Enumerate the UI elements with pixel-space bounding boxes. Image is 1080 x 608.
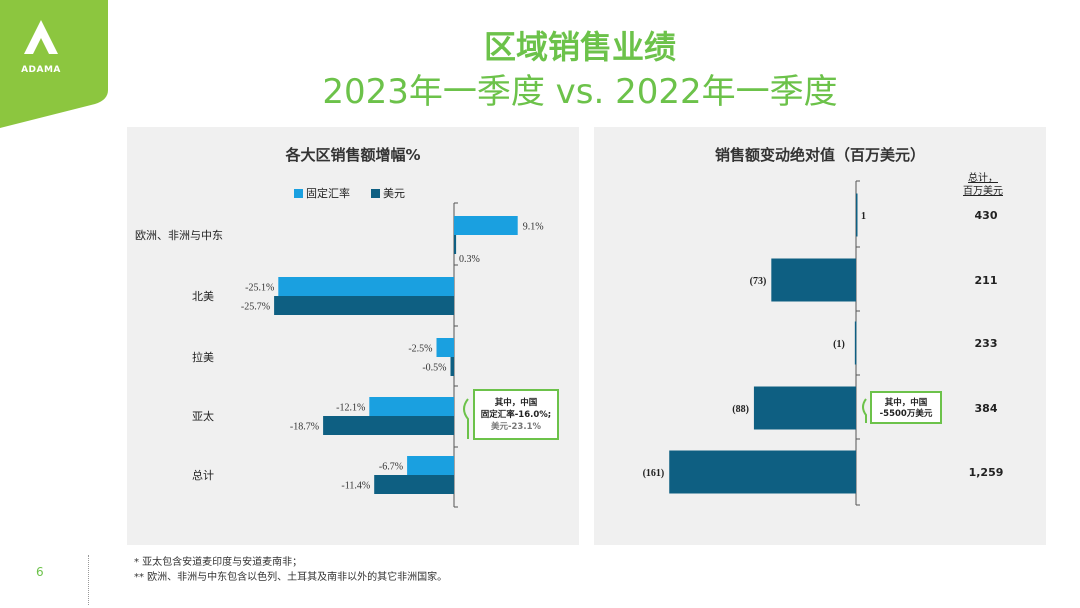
bar-emea-fixed-fx [454,216,518,235]
bar-latam [854,321,857,365]
bar-latam-fixed-fx [436,338,454,357]
bar-emea [856,193,858,237]
data-label-emea: 1 [861,211,866,222]
legend-label-usd: 美元 [383,187,405,200]
growth-chart: 9.1% 0.3% 欧洲、非洲与中东 -25.1% -25.7% 北美 -2.5% -0.5%… [135,202,559,508]
change-chart-title: 销售额变动绝对值（百万美元） [714,146,925,164]
data-label-total-fixed-fx: -6.7% [379,462,403,473]
data-label-total: (161) [643,468,665,479]
data-label-latam-fixed-fx: -2.5% [408,344,432,355]
china-callout-line-2: -5500万美元 [880,408,933,419]
total-value-apac: 384 [975,402,998,415]
bar-north-america-fixed-fx [278,277,454,296]
total-value-emea: 430 [975,209,998,222]
bar-latam-usd [450,357,454,376]
data-label-total-usd: -11.4% [341,481,370,492]
data-label-emea-usd: 0.3% [459,254,480,265]
page-number: 6 [36,565,44,579]
legend-fixed-fx: 固定汇率 [294,185,350,201]
bar-total-fixed-fx [407,456,454,475]
corner-shape [0,0,108,128]
bar-total-usd [374,475,454,494]
china-callout-line-1: 其中，中国 [495,397,538,408]
category-label-total: 总计 [192,468,214,482]
brand-corner [0,0,108,128]
legend-label-fixed-fx: 固定汇率 [306,187,350,200]
total-value-north-america: 211 [975,274,998,287]
footnote-1: * 亚太包含安道麦印度与安道麦南非； [134,557,303,568]
data-label-apac: (88) [732,404,749,415]
data-label-north-america-usd: -25.7% [241,302,270,313]
category-label-emea: 欧洲、非洲与中东 [135,229,223,242]
china-callout-line-3: 美元-23.1% [491,421,542,432]
legend-swatch-fixed-fx [294,189,303,198]
category-label-apac: 亚太 [192,410,214,423]
change-chart-panel: 销售额变动绝对值（百万美元） 总计， 百万美元 1 430 (73) 211 (1) 233 (… [594,127,1046,545]
legend-swatch-usd [371,189,380,198]
data-label-latam-usd: -0.5% [422,363,446,374]
china-callout-box [473,389,559,440]
page-title: 区域销售业绩 [483,28,676,66]
callout-bracket [463,398,469,439]
growth-chart-panel: 各大区销售额增幅% 固定汇率 美元 9.1% 0.3% 欧洲、非洲与中东 -25.1%… [127,127,579,545]
china-callout-line-1: 其中，中国 [885,397,928,408]
legend-usd: 美元 [371,185,405,201]
footnote-2: ** 欧洲、非洲与中东包含以色列、土耳其及南非以外的其它非洲国家。 [134,572,448,583]
data-label-latam: (1) [833,339,845,350]
footer-divider [88,555,89,605]
bar-apac-fixed-fx [369,397,454,416]
change-chart: 总计，百万美元 1 430 (73) 211 (1) 233 (88) 384 (161) 1,25… [643,171,1004,506]
growth-chart-title: 各大区销售额增幅% [285,146,421,164]
data-label-emea-fixed-fx: 9.1% [523,222,544,233]
bar-north-america [771,258,856,302]
category-label-latam: 拉美 [192,350,214,364]
total-value-latam: 233 [975,337,998,350]
bar-total [669,450,856,494]
china-callout-line-2: 固定汇率-16.0%; [481,409,551,420]
totals-header-line-1: 总计， [968,171,998,184]
adama-logo-icon [24,20,58,54]
data-label-north-america: (73) [750,276,767,287]
bar-emea-usd [454,235,457,254]
china-callout-box [870,391,942,424]
bar-north-america-usd [274,296,454,315]
data-label-apac-usd: -18.7% [290,422,319,433]
bar-apac-usd [323,416,454,435]
callout-bracket [862,398,867,423]
data-label-north-america-fixed-fx: -25.1% [245,283,274,294]
totals-header-line-2: 百万美元 [963,184,1003,197]
page-subtitle: 2023年一季度 vs. 2022年一季度 [322,72,838,112]
category-label-north-america: 北美 [192,290,214,303]
total-value-total: 1,259 [969,466,1004,479]
data-label-apac-fixed-fx: -12.1% [336,403,365,414]
bar-apac [753,386,856,430]
logo-text: ADAMA [21,65,61,75]
